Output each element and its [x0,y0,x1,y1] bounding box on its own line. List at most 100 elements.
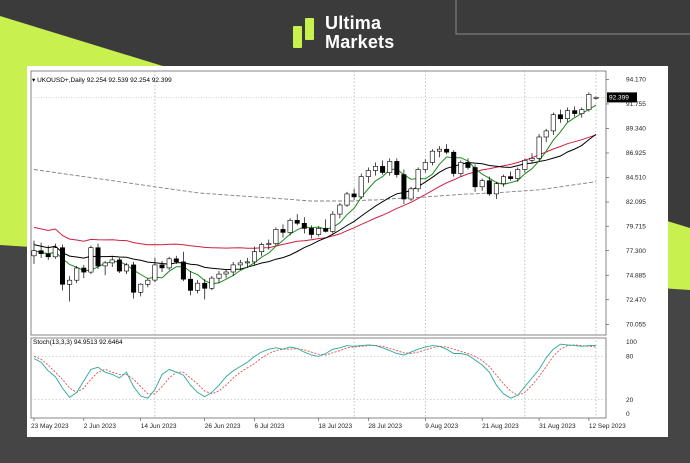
candle-body-53 [408,188,414,200]
candle-body-33 [266,243,272,245]
candle-body-1 [38,250,44,254]
brand-line-1: Ultima [325,13,382,33]
y-tick-label-0: 94.170 [626,77,646,84]
candle-body-73 [550,114,556,132]
candle-body-43 [337,204,343,215]
y-tick-label-10: 70.055 [626,321,646,328]
candle-body-2 [45,253,51,258]
candle-body-11 [109,259,115,264]
main-plot-border [30,70,607,336]
candle-body-54 [415,169,421,190]
y-tick-label-7: 77.300 [626,248,646,255]
candle-body-24 [202,282,208,289]
candle-body-42 [330,213,336,232]
brand-line-2: Markets [325,32,395,52]
candle-body-44 [344,193,350,206]
candle-body-29 [237,262,243,266]
candle-body-65 [493,183,499,195]
x-tick-label-4: 6 Jul 2023 [255,423,285,430]
candle-body-23 [195,282,201,291]
candle-body-20 [173,258,179,263]
y-tick-label-6: 79.715 [626,223,646,230]
stoch-title: Stoch(13,3,3) 94.9513 92.6464 [33,339,123,346]
x-tick-label-3: 26 Jun 2023 [205,423,241,430]
candle-body-25 [209,277,215,289]
x-tick-label-2: 14 Jun 2023 [141,423,177,430]
candle-body-68 [515,169,521,179]
x-tick-label-9: 31 Aug 2023 [539,423,576,430]
chart-panel [27,66,668,437]
candle-body-66 [500,176,506,185]
candle-body-17 [152,264,158,281]
candle-body-59 [451,151,457,174]
x-tick-label-7: 9 Aug 2023 [425,423,458,430]
candle-body-34 [273,229,279,244]
candle-body-71 [536,136,542,159]
candle-body-63 [479,180,485,188]
candle-body-14 [131,264,137,293]
candle-body-77 [579,109,585,114]
y-tick-label-1: 91.755 [626,101,646,108]
candle-body-10 [102,262,108,267]
ma-slow-line [33,134,597,249]
stoch-signal-line [33,344,597,396]
x-tick-label-8: 21 Aug 2023 [482,423,519,430]
candle-body-75 [564,110,570,119]
candle-body-32 [259,244,265,253]
candle-body-78 [586,94,592,110]
candle-body-45 [351,193,357,198]
candle-body-12 [116,259,122,272]
candle-body-3 [52,247,58,258]
x-tick-label-1: 2 Jun 2023 [84,423,117,430]
candle-body-51 [394,161,400,175]
candle-body-50 [387,161,393,173]
logo-text: Ultima Markets [325,14,394,52]
candle-body-48 [372,166,378,171]
y-tick-label-4: 84.510 [626,175,646,182]
stoch-main-line [33,343,596,399]
candle-body-69 [522,160,528,170]
candle-body-35 [280,229,286,233]
candle-body-52 [401,174,407,200]
y-tick-label-8: 74.885 [626,272,646,279]
candle-body-38 [301,223,307,229]
x-tick-label-0: 23 May 2023 [31,423,69,430]
candle-body-67 [508,176,514,179]
candle-body-6 [74,267,80,281]
candle-body-56 [429,150,435,163]
candle-body-8 [88,247,94,273]
candle-body-47 [365,170,371,177]
candle-body-21 [180,261,186,280]
candle-body-31 [252,251,258,263]
logo-mark-icon [293,18,317,48]
candle-body-40 [316,228,322,235]
main-chart-title: ▾ UKOUSD+,Daily 92.254 92.539 92.254 92.… [32,77,172,84]
ma-mid-line [33,133,597,271]
y-tick-label-5: 82.095 [626,199,646,206]
candle-body-26 [216,273,222,279]
candle-body-7 [81,267,87,273]
candle-body-76 [572,110,578,114]
x-tick-label-5: 18 Jul 2023 [319,423,353,430]
stoch-tick-label-3: 0 [626,411,630,418]
x-tick-label-6: 28 Jul 2023 [368,423,402,430]
candle-body-60 [458,162,464,174]
candle-body-27 [223,271,229,275]
y-tick-label-3: 86.925 [626,150,646,157]
candle-body-28 [230,264,236,273]
candle-body-49 [380,166,386,173]
candle-body-62 [472,167,478,188]
x-tick-label-10: 12 Sep 2023 [589,423,626,430]
candle-body-0 [31,250,37,257]
candle-body-46 [358,176,364,198]
candle-body-18 [159,264,165,269]
candle-body-9 [95,247,101,267]
main-title-text: UKOUSD+,Daily 92.254 92.539 92.254 92.39… [37,77,172,84]
stoch-title-text: Stoch(13,3,3) 94.9513 92.6464 [33,339,123,346]
ultima-markets-logo: Ultima Markets [293,14,394,52]
candle-body-15 [138,283,144,293]
candle-body-41 [323,228,329,232]
candle-body-16 [145,279,151,285]
candle-body-19 [166,258,172,269]
